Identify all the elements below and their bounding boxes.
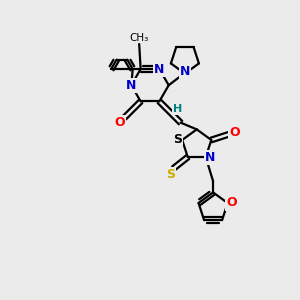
Text: O: O <box>229 126 240 139</box>
Text: N: N <box>180 65 190 78</box>
Text: N: N <box>154 62 164 76</box>
Text: O: O <box>226 196 236 209</box>
Text: N: N <box>205 151 215 164</box>
Text: CH₃: CH₃ <box>130 32 149 43</box>
Text: N: N <box>126 79 136 92</box>
Text: O: O <box>115 116 125 128</box>
Text: S: S <box>173 133 182 146</box>
Text: H: H <box>173 104 182 114</box>
Text: S: S <box>166 168 175 181</box>
